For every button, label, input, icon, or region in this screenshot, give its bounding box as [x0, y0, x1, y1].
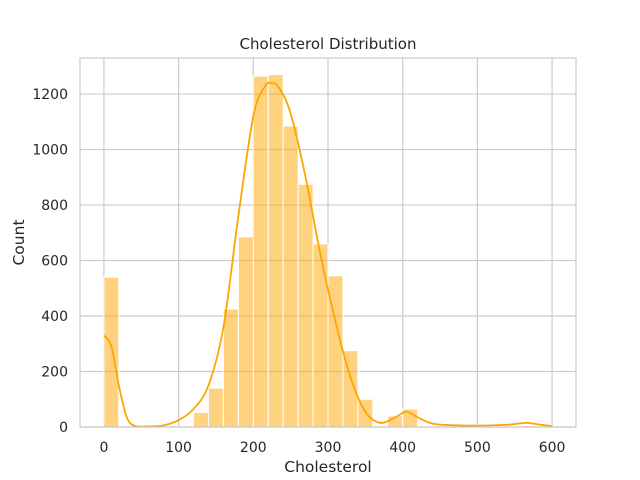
- y-tick-label: 1000: [32, 143, 68, 159]
- histogram-bar: [312, 243, 329, 428]
- x-tick-label: 600: [539, 440, 566, 456]
- y-tick-label: 400: [41, 309, 68, 325]
- x-tick-label: 0: [99, 440, 108, 456]
- histogram-bar: [267, 74, 284, 428]
- histogram-bar: [193, 412, 209, 428]
- y-axis-title: Count: [10, 219, 28, 265]
- chart-title: Cholesterol Distribution: [240, 35, 417, 53]
- x-tick-labels: 0 100 200 300 400 500 600: [99, 440, 565, 456]
- x-axis-title: Cholesterol: [284, 458, 371, 476]
- x-tick-label: 300: [315, 440, 342, 456]
- x-tick-label: 400: [389, 440, 416, 456]
- plot-frame: [79, 57, 577, 428]
- y-tick-label: 800: [41, 198, 68, 214]
- x-tick-label: 200: [240, 440, 267, 456]
- histogram-bar: [252, 75, 269, 428]
- histogram-bar: [237, 236, 254, 428]
- histogram-bar: [297, 183, 314, 428]
- y-tick-label: 0: [59, 420, 68, 436]
- y-tick-labels: 0 200 400 600 800 1000 1200: [32, 87, 68, 436]
- histogram-bar: [103, 276, 120, 428]
- kde-curve: [103, 81, 553, 428]
- x-tick-label: 500: [464, 440, 491, 456]
- y-tick-label: 600: [41, 254, 68, 270]
- histogram-bar: [207, 387, 224, 428]
- histogram-bar: [282, 125, 299, 428]
- histogram-bar: [222, 308, 239, 428]
- y-tick-label: 1200: [32, 87, 68, 103]
- y-tick-label: 200: [41, 365, 68, 381]
- x-tick-label: 100: [165, 440, 192, 456]
